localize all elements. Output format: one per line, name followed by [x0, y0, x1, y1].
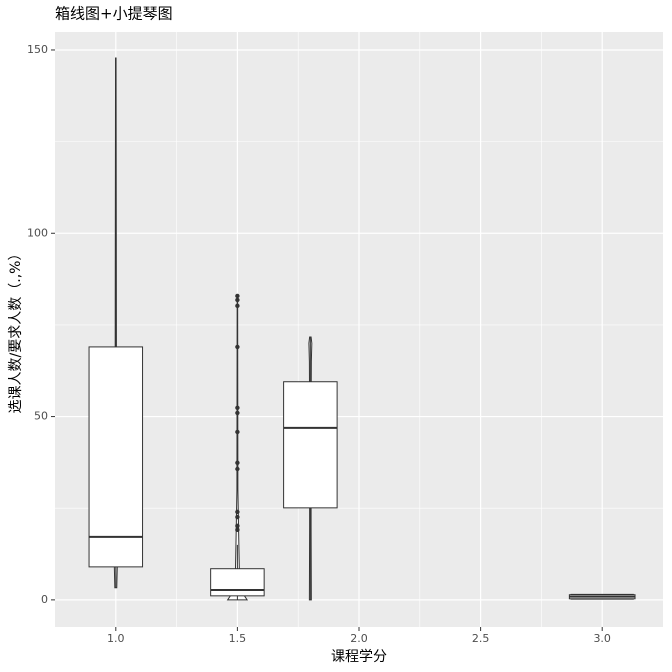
- outlier: [235, 405, 240, 410]
- x-tick-label: 1.5: [229, 632, 247, 645]
- outlier: [235, 460, 240, 465]
- outlier: [235, 527, 240, 533]
- outlier: [235, 429, 240, 435]
- x-tick-label: 2.0: [350, 632, 368, 645]
- outlier: [235, 523, 240, 529]
- box: [283, 381, 338, 509]
- outlier: [235, 293, 240, 299]
- x-tick-label: 1.0: [107, 632, 125, 645]
- x-axis-label: 课程学分: [331, 649, 387, 665]
- outlier: [235, 466, 240, 472]
- x-tick-label: 3.0: [593, 632, 611, 645]
- box: [210, 568, 265, 597]
- box: [88, 346, 144, 568]
- outlier: [235, 514, 240, 520]
- y-tick-label: 50: [34, 410, 48, 423]
- y-tick-label: 0: [41, 593, 48, 606]
- outlier: [235, 509, 240, 515]
- outlier: [235, 303, 240, 309]
- outlier: [235, 410, 240, 416]
- y-tick-label: 100: [27, 226, 48, 239]
- outlier: [235, 297, 240, 303]
- y-tick-label: 150: [27, 43, 48, 56]
- y-axis-label: 选课人数/要求人数（.,%）: [8, 247, 24, 414]
- outlier: [235, 344, 240, 350]
- chart-title: 箱线图+小提琴图: [55, 5, 173, 23]
- x-tick-label: 2.5: [472, 632, 490, 645]
